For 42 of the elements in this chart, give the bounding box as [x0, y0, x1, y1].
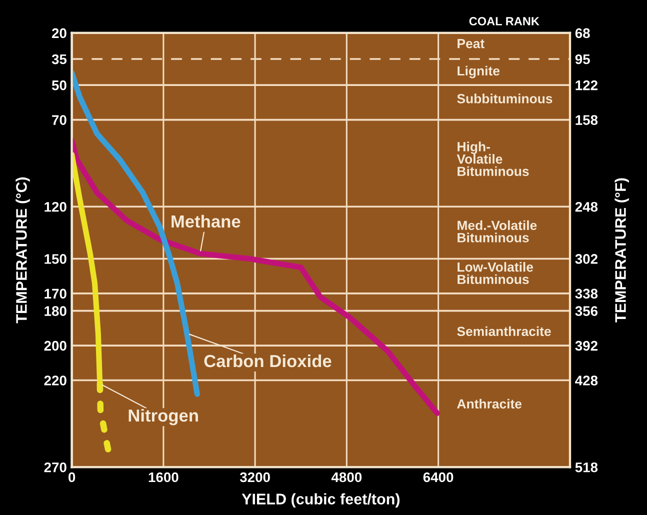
annotation: High- Volatile Bituminous [456, 142, 529, 176]
y-tick-label: 70 [52, 115, 66, 125]
y2-tick-label: 302 [575, 254, 598, 264]
series-label: Methane [172, 214, 240, 228]
x-tick-label: 1600 [148, 472, 178, 482]
y-axis-title: TEMPERATURE (°C) [16, 177, 30, 324]
y-tick-label: 220 [44, 376, 66, 386]
y2-axis-title: TEMPERATURE (°F) [614, 178, 629, 322]
x-tick-label: 0 [68, 472, 76, 482]
x-tick-label: 4800 [331, 472, 362, 482]
y2-tick-label: 95 [575, 54, 590, 64]
x-tick-label: 6400 [423, 472, 454, 482]
y-tick-label: 200 [44, 340, 66, 351]
y-tick-label: 180 [44, 306, 66, 316]
y2-tick-label: 248 [575, 202, 598, 212]
text: Nitrogen [128, 408, 198, 426]
y-tick-label: 150 [44, 254, 66, 264]
x-tick-label: 3200 [240, 472, 270, 482]
y2-tick-label: 392 [575, 340, 598, 351]
annotation: Med.-Volatile Bituminous [458, 220, 537, 242]
annotation: Lignite [458, 66, 500, 78]
y-tick-label: 270 [44, 462, 66, 472]
series-label: Carbon Dioxide [204, 354, 332, 368]
annotation: Subbituminous [457, 94, 552, 104]
y2-tick-label: 518 [575, 462, 598, 472]
annotation: Low-Volatile Bituminous [458, 262, 534, 284]
x-axis-title: YIELD (cubic feet/ton) [242, 493, 400, 508]
annotation: Peat [458, 39, 484, 48]
y-tick-label: 35 [52, 54, 67, 64]
y2-tick-label: 356 [575, 306, 598, 316]
y2-tick-label: 428 [575, 376, 598, 386]
y-tick-label: 20 [52, 28, 66, 38]
annotation: Semianthracite [457, 326, 551, 336]
y-tick-label: 50 [52, 80, 66, 90]
annotation: Anthracite [457, 398, 522, 409]
text: COAL RANK [469, 17, 540, 26]
y2-tick-label: 122 [576, 80, 598, 90]
y2-tick-label: 68 [575, 28, 590, 38]
y2-tick-label: 158 [576, 115, 598, 125]
y2-tick-label: 338 [575, 288, 598, 299]
y-tick-label: 120 [44, 202, 66, 212]
y-tick-label: 170 [44, 288, 66, 299]
